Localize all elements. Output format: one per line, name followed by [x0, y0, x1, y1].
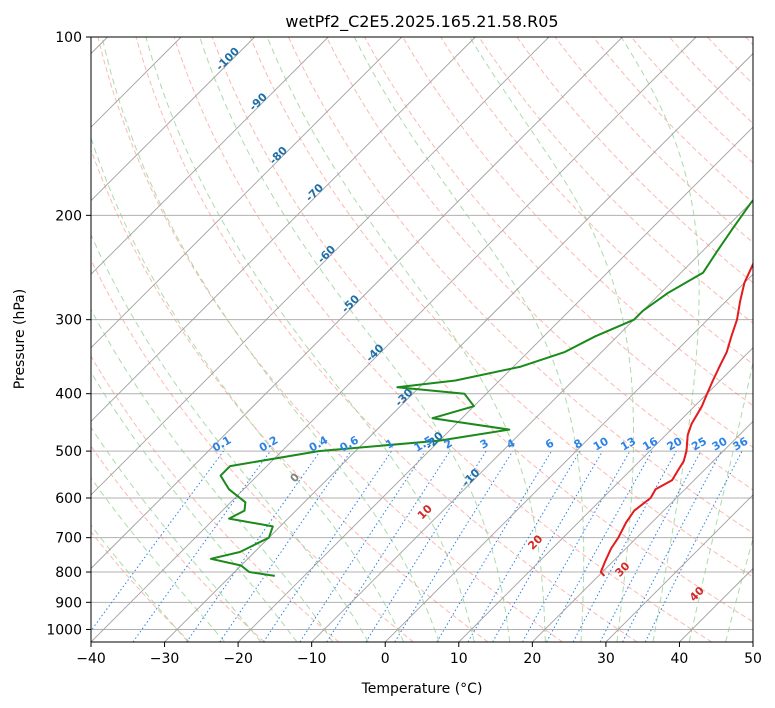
isotherm-line: [311, 200, 753, 642]
moist-adiabat-line: [353, 37, 585, 642]
x-tick-label: −10: [297, 651, 327, 667]
moist-adiabat-line: [91, 524, 189, 642]
isotherm-line: [605, 494, 753, 642]
y-tick-label: 900: [55, 595, 82, 611]
moist-adiabat-line: [725, 536, 753, 642]
mixing-ratio-line: [546, 450, 653, 642]
y-axis-label: Pressure (hPa): [12, 289, 28, 389]
mixing-ratio-line: [572, 450, 677, 642]
dry-adiabat-line: [402, 37, 753, 407]
dry-adiabat-line: [516, 37, 753, 284]
mixing-ratio-line: [326, 450, 451, 642]
mixing-ratio-line: [299, 450, 426, 642]
dry-adiabat-line: [91, 355, 340, 642]
x-axis-label: Temperature (°C): [361, 681, 483, 697]
y-tick-label: 500: [55, 444, 82, 460]
mixing-ratio-line: [219, 450, 352, 642]
x-tick-label: 0: [381, 651, 390, 667]
moist-adiabat-line: [620, 37, 700, 642]
moist-adiabat-line: [91, 371, 298, 642]
dry-adiabat-line: [326, 37, 753, 491]
isotherm-line: [91, 37, 255, 202]
moist-adiabat-line: [145, 37, 475, 642]
isotherm-line: [91, 37, 329, 275]
y-tick-label: 400: [55, 387, 82, 403]
x-tick-label: 50: [744, 651, 762, 667]
dewpoint-profile-line: [209, 198, 753, 577]
isotherm-line: [458, 347, 753, 642]
moist-adiabat-line: [688, 360, 753, 642]
moist-adiabat-line: [91, 426, 262, 642]
y-tick-label: 300: [55, 313, 82, 329]
x-tick-label: 10: [450, 651, 468, 667]
dry-adiabat-line: [211, 37, 753, 623]
skewed-isotherms: [91, 37, 753, 642]
dry-adiabat-line: [91, 531, 191, 642]
x-tick-label: −40: [76, 651, 106, 667]
isotherm-line: [384, 273, 753, 642]
isotherm-line: [752, 641, 753, 642]
x-tick-label: 20: [523, 651, 541, 667]
isotherm-line: [164, 52, 753, 642]
isotherm-line: [91, 37, 550, 496]
x-tick-label: 30: [597, 651, 615, 667]
isotherm-line: [91, 37, 623, 570]
data-series: [209, 198, 753, 577]
mixing-ratio-line: [186, 450, 321, 642]
x-tick-label: −20: [223, 651, 253, 667]
moist-adiabats: [91, 37, 753, 642]
mixing-ratio-line: [132, 450, 271, 642]
y-axis-ticks: 100 200 300 400 500 600 700 800 900 1000: [46, 30, 91, 638]
y-tick-label: 800: [55, 565, 82, 581]
temperature-profile-line: [599, 261, 753, 577]
mixing-ratio-line: [522, 450, 631, 642]
plot-frame: [90, 36, 754, 643]
grid-lines: [91, 37, 753, 630]
dry-adiabat-line: [91, 148, 489, 642]
dry-adiabat-line: [91, 445, 265, 642]
mixing-ratio-line: [644, 450, 743, 642]
moist-adiabat-line: [91, 136, 405, 642]
isotherm-line: [91, 37, 697, 642]
x-tick-label: 40: [671, 651, 689, 667]
dry-adiabat-line: [97, 37, 563, 642]
plot-background: [91, 37, 753, 642]
mixing-ratio-line: [91, 450, 224, 632]
isotherm-line: [91, 37, 403, 349]
isotherm-line: [91, 37, 476, 422]
moist-adiabat-line: [91, 233, 369, 642]
x-tick-label: −30: [150, 651, 180, 667]
chart-title: wetPf2_C2E5.2025.165.21.58.R05: [285, 12, 558, 32]
moist-adiabat-line: [199, 37, 511, 642]
x-axis-ticks: −40 −30 −20 −10 0 10 20 30 40 50: [76, 642, 762, 667]
y-tick-label: 600: [55, 491, 82, 507]
y-tick-label: 700: [55, 531, 82, 547]
dry-adiabat-line: [135, 37, 638, 642]
dry-adiabat-line: [173, 37, 713, 642]
y-tick-label: 100: [55, 30, 82, 46]
mixing-ratio-line: [263, 450, 392, 642]
isotherm-line: [237, 126, 753, 642]
moist-adiabat-line: [101, 37, 440, 642]
moist-adiabat-line: [266, 37, 546, 642]
isotherm-line: [532, 420, 753, 642]
mixing-ratio-line: [394, 450, 514, 642]
dry-adiabat-line: [478, 37, 753, 324]
moist-adiabat-line: [91, 308, 334, 642]
y-tick-label: 200: [55, 208, 82, 224]
dry-adiabat-line: [249, 37, 753, 578]
mixing-ratio-lines: [91, 450, 743, 642]
y-tick-label: 1000: [46, 622, 82, 638]
moist-adiabat-line: [91, 477, 226, 642]
